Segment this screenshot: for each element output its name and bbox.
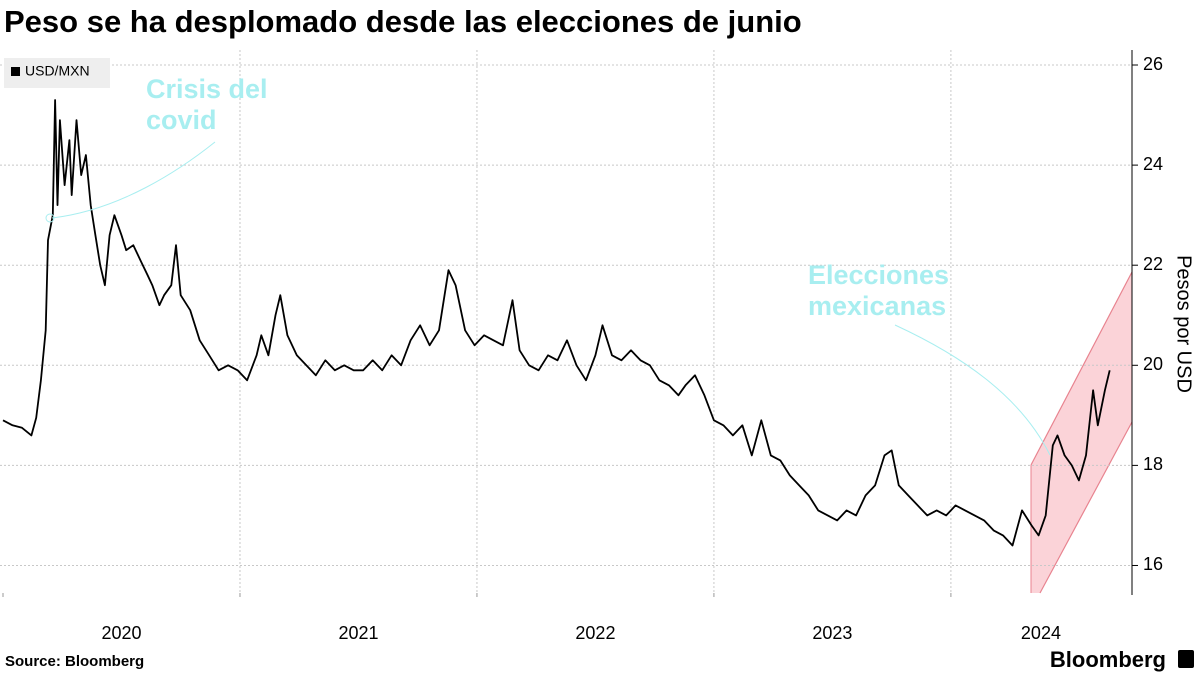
x-tick-label: 2023 bbox=[812, 623, 852, 643]
annotation: Elecciones mexicanas bbox=[808, 260, 950, 321]
y-tick-label: 24 bbox=[1143, 154, 1163, 174]
annotation: Crisis del covid bbox=[146, 74, 268, 135]
annotation-marker bbox=[45, 213, 55, 223]
annotation-line bbox=[51, 141, 216, 219]
y-tick-label: 22 bbox=[1143, 254, 1163, 274]
source: Source: Bloomberg bbox=[5, 653, 144, 670]
chart-title: Peso se ha desplomado desde las eleccion… bbox=[4, 4, 802, 39]
brand-icon bbox=[1178, 650, 1194, 668]
y-tick-label: 18 bbox=[1143, 454, 1163, 474]
legend-label: USD/MXN bbox=[25, 63, 90, 79]
y-tick-label: 26 bbox=[1143, 54, 1163, 74]
y-tick-label: 16 bbox=[1143, 554, 1163, 574]
legend-box bbox=[4, 58, 110, 88]
x-tick-label: 2020 bbox=[101, 623, 141, 643]
brand: Bloomberg bbox=[1050, 647, 1166, 672]
x-tick-label: 2024 bbox=[1021, 623, 1061, 643]
band-edge bbox=[1039, 421, 1133, 594]
annotation-box: Crisis del covid bbox=[146, 74, 268, 135]
x-tick-label: 2022 bbox=[575, 623, 615, 643]
grid bbox=[0, 50, 1138, 597]
band-edge bbox=[1030, 271, 1133, 466]
x-tick-label: 2021 bbox=[338, 623, 378, 643]
line-series bbox=[2, 99, 1111, 547]
annotation-line bbox=[894, 324, 1051, 456]
y-axis-label: Pesos por USD bbox=[1173, 255, 1195, 393]
highlight-band bbox=[1031, 272, 1132, 593]
y-tick-label: 20 bbox=[1143, 354, 1163, 374]
legend-swatch bbox=[11, 67, 20, 76]
plot bbox=[2, 99, 1111, 547]
annotation-box: Elecciones mexicanas bbox=[808, 260, 950, 321]
